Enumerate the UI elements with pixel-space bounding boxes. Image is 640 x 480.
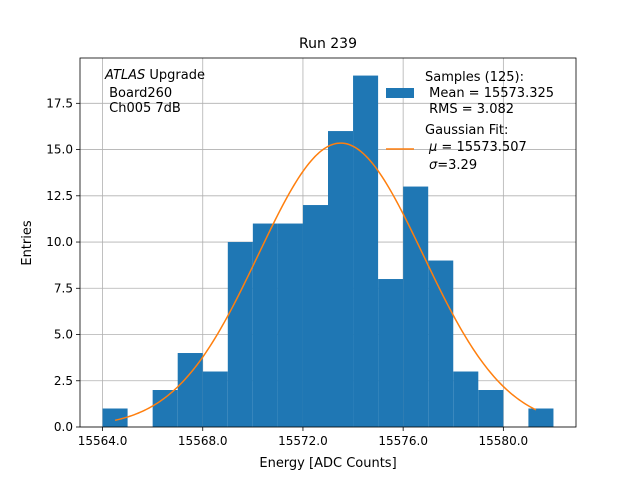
histogram-bar bbox=[528, 408, 554, 427]
legend-fit-mu-value: = 15573.507 bbox=[437, 140, 526, 155]
histogram-bar bbox=[152, 390, 178, 427]
atlas-annotation: ATLAS Upgrade Board260 Ch005 7dB bbox=[104, 68, 205, 116]
annotation-board: Board260 bbox=[105, 86, 172, 101]
y-axis-ticks: 0.0 2.5 5.0 7.5 10.0 12.5 15.0 17.5 bbox=[46, 96, 80, 434]
y-tick-label: 7.5 bbox=[54, 281, 73, 295]
x-tick-label: 15564.0 bbox=[78, 434, 128, 448]
histogram-bar bbox=[403, 186, 429, 427]
y-tick-label: 10.0 bbox=[46, 235, 73, 249]
annotation-atlas: ATLAS bbox=[104, 68, 145, 83]
x-tick-label: 15576.0 bbox=[378, 434, 428, 448]
histogram-bar bbox=[428, 260, 454, 427]
gaussian-fit-curve bbox=[114, 142, 537, 422]
x-tick-label: 15572.0 bbox=[278, 434, 328, 448]
x-axis-label: Energy [ADC Counts] bbox=[259, 456, 396, 471]
svg-text:ATLAS Upgrade: ATLAS Upgrade bbox=[104, 68, 205, 83]
histogram-bar bbox=[453, 371, 479, 427]
histogram-bar bbox=[102, 408, 128, 427]
histogram-bar bbox=[252, 223, 278, 427]
y-tick-label: 17.5 bbox=[46, 96, 73, 110]
y-tick-label: 5.0 bbox=[54, 328, 73, 342]
annotation-channel: Ch005 7dB bbox=[105, 101, 181, 116]
x-tick-label: 15568.0 bbox=[178, 434, 228, 448]
legend: Samples (125): Mean = 15573.325 RMS = 3.… bbox=[386, 70, 554, 173]
histogram-bar bbox=[478, 390, 504, 427]
y-tick-label: 12.5 bbox=[46, 189, 73, 203]
histogram-bar bbox=[227, 242, 253, 427]
plot-frame bbox=[79, 57, 577, 428]
y-tick-label: 15.0 bbox=[46, 143, 73, 157]
histogram-bar bbox=[202, 371, 228, 427]
histogram-bar bbox=[277, 223, 303, 427]
legend-fit-sigma-value: =3.29 bbox=[437, 158, 477, 173]
histogram-bar bbox=[328, 131, 354, 427]
legend-samples-title: Samples (125): bbox=[425, 70, 524, 85]
legend-fit-mu-symbol: μ bbox=[428, 140, 437, 155]
y-tick-label: 0.0 bbox=[54, 420, 73, 434]
histogram-bars bbox=[102, 75, 554, 428]
x-tick-label: 15580.0 bbox=[479, 434, 529, 448]
legend-fit-sigma-symbol: σ bbox=[429, 158, 438, 173]
chart-title: Run 239 bbox=[299, 36, 357, 52]
legend-samples-swatch bbox=[386, 88, 414, 98]
svg-text:μ = 15573.507: μ = 15573.507 bbox=[428, 140, 527, 155]
histogram-bar bbox=[378, 279, 404, 427]
y-axis-label: Entries bbox=[20, 220, 35, 266]
y-tick-label: 2.5 bbox=[54, 374, 73, 388]
legend-samples-rms: RMS = 3.082 bbox=[425, 102, 514, 117]
legend-samples-mean: Mean = 15573.325 bbox=[425, 86, 554, 101]
histogram-bar bbox=[353, 75, 379, 428]
legend-fit-title: Gaussian Fit: bbox=[425, 123, 508, 138]
x-axis-ticks: 15564.0 15568.0 15572.0 15576.0 15580.0 bbox=[78, 427, 528, 448]
annotation-upgrade: Upgrade bbox=[145, 68, 205, 83]
svg-text:σ=3.29: σ=3.29 bbox=[429, 158, 477, 173]
histogram-bar bbox=[302, 205, 328, 427]
histogram-bar bbox=[177, 353, 203, 427]
